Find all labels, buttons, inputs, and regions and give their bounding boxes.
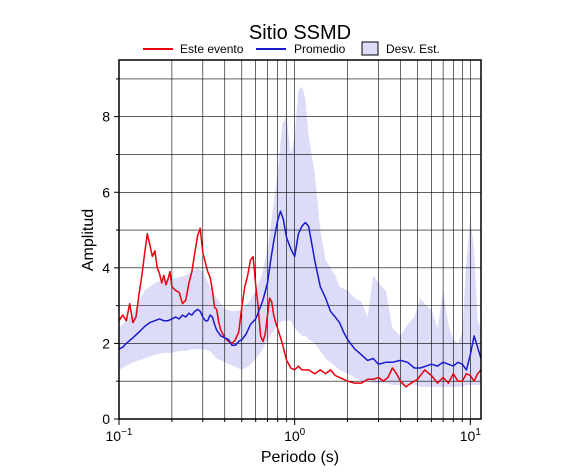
chart-title: Sitio SSMD — [249, 22, 351, 44]
y-axis-label: Amplitud — [80, 209, 97, 271]
legend-label-este-evento: Este evento — [180, 42, 244, 56]
legend-label-promedio: Promedio — [294, 42, 346, 56]
y-tick-label: 2 — [102, 335, 110, 351]
legend-swatch-desv-est — [361, 41, 379, 56]
y-tick-label: 4 — [102, 260, 110, 276]
x-tick-label: 101 — [460, 427, 482, 444]
plot-area: 0 2 4 6 8 10−1 100 101 — [102, 59, 482, 444]
series-line-este-evento — [118, 227, 482, 388]
legend-label-desv-est: Desv. Est. — [386, 42, 440, 56]
x-tick-label: 10−1 — [106, 427, 133, 444]
legend: Este evento Promedio Desv. Est. — [143, 41, 440, 56]
x-axis-label: Periodo (s) — [261, 449, 339, 466]
series-line-promedio — [118, 210, 482, 371]
x-tick-label: 100 — [284, 427, 306, 444]
y-tick-label: 8 — [102, 109, 110, 125]
std-dev-band — [119, 86, 481, 387]
plot-frame — [118, 59, 482, 420]
y-tick-label: 0 — [102, 411, 110, 427]
y-tick-label: 6 — [102, 184, 110, 200]
